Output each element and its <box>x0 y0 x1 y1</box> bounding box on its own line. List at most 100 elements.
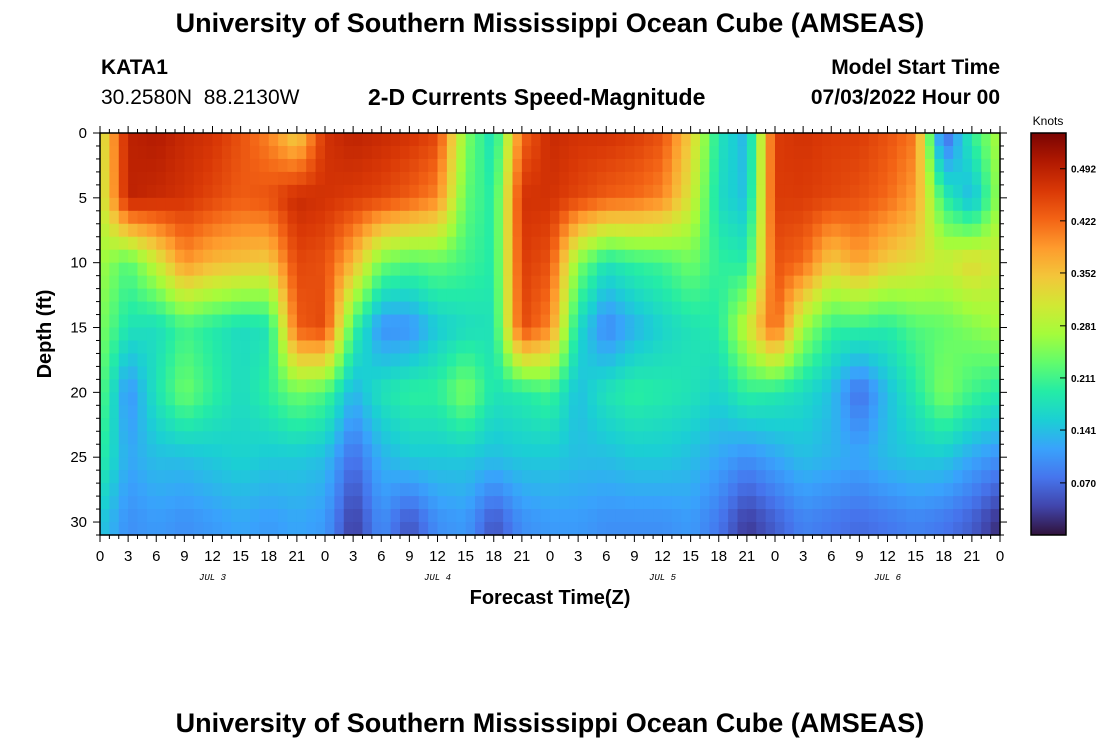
heatmap-cell <box>390 288 401 303</box>
colorbar-units: Knots <box>1033 114 1064 128</box>
heatmap-cell <box>793 288 804 303</box>
heatmap-cell <box>906 353 917 368</box>
heatmap-cell <box>203 133 214 147</box>
heatmap-cell <box>643 340 654 355</box>
heatmap-cell <box>878 301 889 316</box>
heatmap-cell <box>540 314 551 329</box>
heatmap-cell <box>175 184 185 199</box>
heatmap-cell <box>128 496 139 510</box>
heatmap-cell <box>287 470 298 484</box>
heatmap-cell <box>962 275 973 290</box>
heatmap-cell <box>325 301 335 316</box>
heatmap-cell <box>709 314 720 329</box>
heatmap-cell <box>643 444 654 458</box>
heatmap-cell <box>840 431 851 445</box>
heatmap-cell <box>203 288 214 303</box>
y-tick-label: 20 <box>70 384 87 401</box>
heatmap-cell <box>587 431 598 445</box>
heatmap-cell <box>231 522 242 536</box>
heatmap-cell <box>193 366 204 380</box>
heatmap-cell <box>259 262 270 277</box>
heatmap-cell <box>512 340 523 355</box>
heatmap-cell <box>550 444 560 458</box>
heatmap-cell <box>990 133 1001 147</box>
heatmap-cell <box>671 418 682 432</box>
heatmap-cell <box>681 133 692 147</box>
heatmap-cell <box>803 133 814 147</box>
heatmap-cell <box>821 158 832 173</box>
heatmap-cell <box>962 340 973 355</box>
heatmap-cell <box>137 444 148 458</box>
heatmap-cell <box>578 392 589 406</box>
heatmap-cell <box>100 262 110 277</box>
heatmap-cell <box>325 288 335 303</box>
heatmap-cell <box>296 275 307 290</box>
heatmap-cell <box>484 275 495 290</box>
y-tick-label: 0 <box>79 125 87 142</box>
heatmap-cell <box>812 184 823 199</box>
heatmap-cell <box>540 496 551 510</box>
heatmap-cell <box>446 470 457 484</box>
heatmap-cell <box>325 496 335 510</box>
heatmap-cell <box>287 275 298 290</box>
heatmap-cell <box>887 158 898 173</box>
heatmap-cell <box>353 496 364 510</box>
heatmap-cell <box>503 301 514 316</box>
heatmap-cell <box>353 262 364 277</box>
heatmap-cell <box>128 340 139 355</box>
heatmap-cell <box>231 236 242 251</box>
heatmap-cell <box>484 470 495 484</box>
heatmap-cell <box>493 184 504 199</box>
heatmap-cell <box>437 444 448 458</box>
heatmap-cell <box>137 301 148 316</box>
heatmap-cell <box>606 236 617 251</box>
heatmap-cell <box>775 171 785 186</box>
heatmap-cell <box>240 379 251 393</box>
heatmap-cell <box>296 158 307 173</box>
heatmap-cell <box>521 249 532 264</box>
heatmap-cell <box>231 418 242 432</box>
heatmap-cell <box>737 418 748 432</box>
heatmap-cell <box>615 145 626 160</box>
heatmap-cell <box>671 262 682 277</box>
heatmap-cell <box>971 275 982 290</box>
heatmap-cell <box>203 236 214 251</box>
heatmap-cell <box>578 223 589 238</box>
heatmap-cell <box>606 509 617 523</box>
heatmap-cell <box>512 418 523 432</box>
heatmap-cell <box>615 418 626 432</box>
heatmap-cell <box>109 418 120 432</box>
heatmap-cell <box>456 444 467 458</box>
heatmap-cell <box>231 158 242 173</box>
heatmap-cell <box>446 444 457 458</box>
heatmap-cell <box>503 171 514 186</box>
heatmap-cell <box>268 301 279 316</box>
heatmap-cell <box>175 249 185 264</box>
heatmap-cell <box>953 444 964 458</box>
heatmap-cell <box>887 236 898 251</box>
heatmap-cell <box>915 275 926 290</box>
heatmap-cell <box>709 210 720 225</box>
heatmap-cell <box>343 522 354 536</box>
heatmap-cell <box>953 171 964 186</box>
heatmap-cell <box>915 171 926 186</box>
heatmap-cell <box>803 197 814 212</box>
heatmap-cell <box>643 418 654 432</box>
heatmap-cell <box>287 197 298 212</box>
heatmap-cell <box>840 444 851 458</box>
heatmap-cell <box>371 340 382 355</box>
heatmap-cell <box>587 145 598 160</box>
heatmap-cell <box>803 171 814 186</box>
heatmap-cell <box>990 171 1001 186</box>
heatmap-cell <box>756 366 767 380</box>
heatmap-cell <box>756 405 767 419</box>
heatmap-cell <box>859 301 870 316</box>
heatmap-cell <box>878 210 889 225</box>
heatmap-cell <box>934 145 945 160</box>
heatmap-cell <box>484 327 495 342</box>
heatmap-cell <box>203 418 214 432</box>
heatmap-cell <box>221 431 232 445</box>
heatmap-cell <box>203 457 214 471</box>
heatmap-cell <box>418 249 429 264</box>
heatmap-cell <box>484 496 495 510</box>
